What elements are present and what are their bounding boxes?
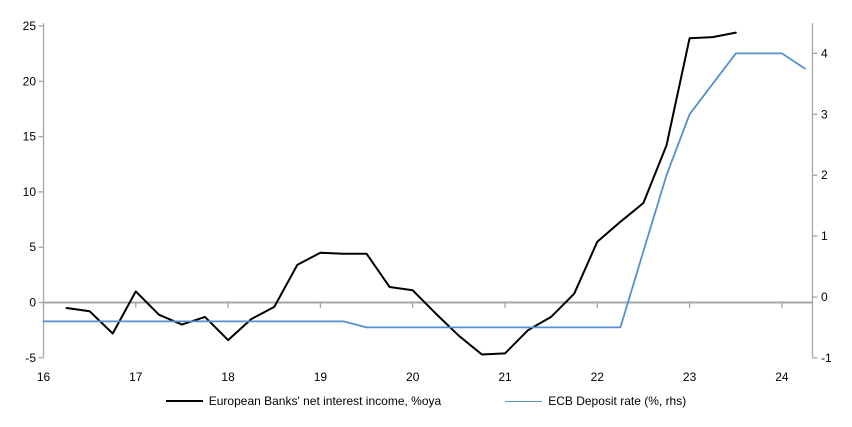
left-axis-tick-label: 20 <box>23 74 37 88</box>
legend: European Banks' net interest income, %oy… <box>0 394 852 408</box>
right-axis-tick-label: 0 <box>821 290 828 304</box>
left-axis-tick-label: 0 <box>29 296 36 310</box>
right-axis-tick-label: 4 <box>821 46 828 60</box>
ecb-deposit-rate-line <box>42 52 806 329</box>
legend-label-net-interest-income: European Banks' net interest income, %oy… <box>208 394 442 408</box>
x-axis-tick-label: 20 <box>406 370 420 384</box>
legend-item-net-interest-income: European Banks' net interest income, %oy… <box>165 394 442 408</box>
right-axis-tick-label: -1 <box>821 351 832 365</box>
right-axis-tick-label: 1 <box>821 229 828 243</box>
nii-series-line <box>65 31 737 356</box>
x-axis-tick-label: 22 <box>591 370 605 384</box>
left-axis-tick-label: 10 <box>23 185 37 199</box>
x-axis-tick-label: 21 <box>498 370 512 384</box>
x-axis-tick-label: 16 <box>37 370 51 384</box>
right-axis-tick-label: 3 <box>821 107 828 121</box>
left-axis-tick-label: 5 <box>29 240 36 254</box>
ecb-series-line-swatch <box>505 400 543 402</box>
left-axis-tick-label: 15 <box>23 130 37 144</box>
x-axis-tick-label: 18 <box>221 370 235 384</box>
right-axis-tick-label: 2 <box>821 168 828 182</box>
nii-series-line-swatch <box>165 400 203 402</box>
x-axis-tick-label: 17 <box>129 370 143 384</box>
left-axis-tick-label: 25 <box>23 19 37 33</box>
left-axis-tick-label: -5 <box>25 351 36 365</box>
legend-item-ecb-deposit-rate: ECB Deposit rate (%, rhs) <box>505 394 686 408</box>
x-axis-tick-label: 23 <box>683 370 697 384</box>
x-axis-tick-label: 19 <box>314 370 328 384</box>
legend-label-ecb-deposit-rate: ECB Deposit rate (%, rhs) <box>548 394 687 408</box>
x-axis-tick-label: 24 <box>775 370 789 384</box>
